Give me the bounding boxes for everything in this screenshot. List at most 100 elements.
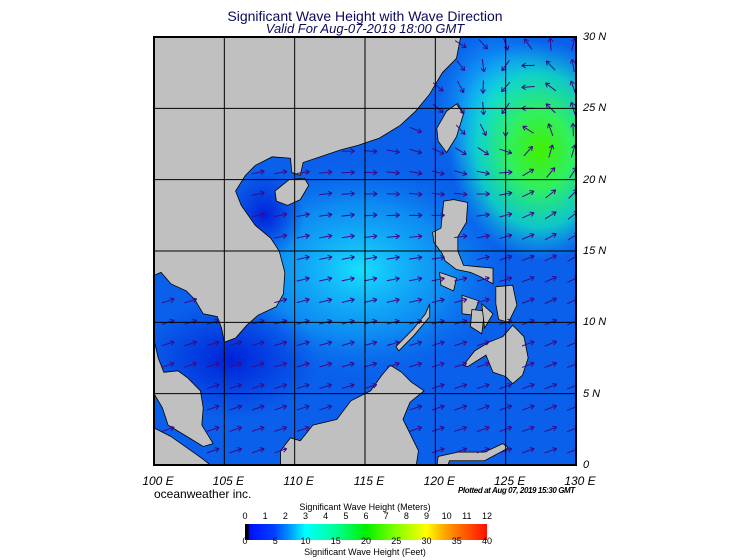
map-subtitle: Valid For Aug-07-2019 18:00 GMT <box>265 21 465 36</box>
lat-label: 25 N <box>583 102 607 115</box>
colorbar-feet-tick: 30 <box>421 536 432 546</box>
wave-direction-arrow <box>546 167 556 178</box>
colorbar-meters-tick: 3 <box>302 511 309 521</box>
wave-direction-arrow <box>544 404 558 411</box>
wave-direction-arrow <box>206 340 220 347</box>
wave-direction-arrow <box>521 340 535 347</box>
wave-direction-arrow <box>545 82 557 92</box>
wave-direction-arrow <box>341 340 355 346</box>
wave-direction-arrow <box>431 425 445 432</box>
wave-direction-arrow <box>364 148 378 155</box>
wave-direction-arrow <box>544 447 558 454</box>
wave-direction-arrow <box>431 404 445 411</box>
wave-direction-arrow <box>229 361 243 368</box>
wave-direction-arrow <box>251 361 265 368</box>
wave-direction-arrow <box>409 297 423 304</box>
wave-direction-arrow <box>476 170 490 176</box>
wave-direction-arrow <box>319 169 333 176</box>
wave-direction-arrow <box>386 191 400 197</box>
wave-direction-arrow <box>454 40 467 49</box>
wave-direction-arrow <box>274 425 288 432</box>
wave-direction-arrow <box>251 382 265 390</box>
wave-direction-arrow <box>454 297 468 304</box>
wave-direction-arrow <box>274 340 288 347</box>
wave-direction-arrow <box>454 276 468 282</box>
wave-direction-arrow <box>319 233 333 240</box>
wave-direction-arrow <box>479 123 487 136</box>
wave-direction-arrow <box>522 168 535 177</box>
wave-direction-arrow <box>521 297 535 304</box>
wave-direction-arrow <box>296 254 310 261</box>
wave-direction-arrow <box>409 425 423 432</box>
wave-direction-arrow <box>457 80 465 94</box>
lat-label: 30 N <box>583 31 607 43</box>
colorbar-meters-tick: 12 <box>481 511 493 521</box>
wave-direction-arrow <box>476 361 490 368</box>
wave-direction-arrow <box>364 191 378 197</box>
wave-direction-arrow <box>521 361 535 368</box>
wave-direction-arrow <box>206 425 220 432</box>
wave-direction-arrow <box>476 276 490 282</box>
wave-direction-arrow <box>454 425 468 432</box>
wave-direction-arrow <box>569 80 576 94</box>
lat-label: 10 N <box>583 316 607 329</box>
wave-direction-arrow <box>523 145 534 157</box>
lon-label: 125 E <box>493 474 526 488</box>
wave-direction-arrow <box>251 340 265 347</box>
wave-direction-arrow <box>454 233 468 240</box>
land-sumatra <box>154 427 211 465</box>
wave-direction-arrow <box>454 404 468 411</box>
colorbar-meters-tick: 7 <box>383 511 389 521</box>
wave-direction-arrow <box>319 276 333 282</box>
colorbar-feet-tick: 25 <box>391 536 402 546</box>
wave-direction-arrow <box>296 169 310 175</box>
lat-label: 15 N <box>583 245 607 257</box>
wave-direction-arrow <box>364 361 378 368</box>
colorbar-meters-tick: 2 <box>282 511 288 521</box>
wave-direction-arrow <box>341 297 355 304</box>
lat-label: 20 N <box>583 173 607 186</box>
wave-direction-arrow <box>521 254 535 262</box>
wave-direction-arrow <box>544 297 558 304</box>
wave-direction-arrow <box>341 148 355 154</box>
wave-direction-arrow <box>545 189 557 199</box>
wave-direction-arrow <box>431 212 445 219</box>
wave-direction-arrow <box>341 190 355 197</box>
wave-direction-arrow <box>364 297 378 304</box>
wave-direction-arrow <box>341 276 355 282</box>
wave-direction-arrow <box>206 382 220 390</box>
colorbar-meters-tick: 4 <box>323 511 329 521</box>
wave-direction-arrow <box>341 212 355 218</box>
lon-label: 105 E <box>212 474 245 488</box>
wave-direction-arrow <box>431 191 445 198</box>
wave-direction-arrow <box>544 275 558 283</box>
land-mindoro <box>439 271 457 292</box>
wave-direction-arrow <box>544 232 557 241</box>
wave-direction-arrow <box>274 297 288 304</box>
colorbar-meters-tick: 11 <box>462 511 472 521</box>
wave-direction-arrow <box>161 361 175 368</box>
wave-direction-arrow <box>476 297 490 304</box>
wave-direction-arrow <box>544 254 557 262</box>
wave-direction-arrow <box>206 447 220 454</box>
wave-direction-arrow <box>296 404 310 411</box>
wave-direction-arrow <box>409 212 423 219</box>
wave-direction-arrow <box>251 447 265 454</box>
wave-direction-arrow <box>476 447 490 454</box>
wave-direction-arrow <box>274 169 288 175</box>
wave-direction-arrow <box>478 38 489 50</box>
wave-direction-arrow <box>431 447 445 454</box>
wave-direction-arrow <box>296 425 310 432</box>
wave-direction-arrow <box>521 404 535 411</box>
wave-direction-arrow <box>296 212 310 218</box>
wave-direction-arrow <box>341 383 355 389</box>
wave-direction-arrow <box>341 233 355 240</box>
wave-direction-arrow <box>386 233 400 240</box>
land-borneo <box>280 364 425 465</box>
wave-direction-arrow <box>229 404 243 411</box>
wave-direction-arrow <box>386 170 400 176</box>
colorbar-meters-tick: 0 <box>242 511 248 521</box>
wave-direction-arrow <box>431 382 445 390</box>
wave-direction-arrow <box>296 361 310 368</box>
